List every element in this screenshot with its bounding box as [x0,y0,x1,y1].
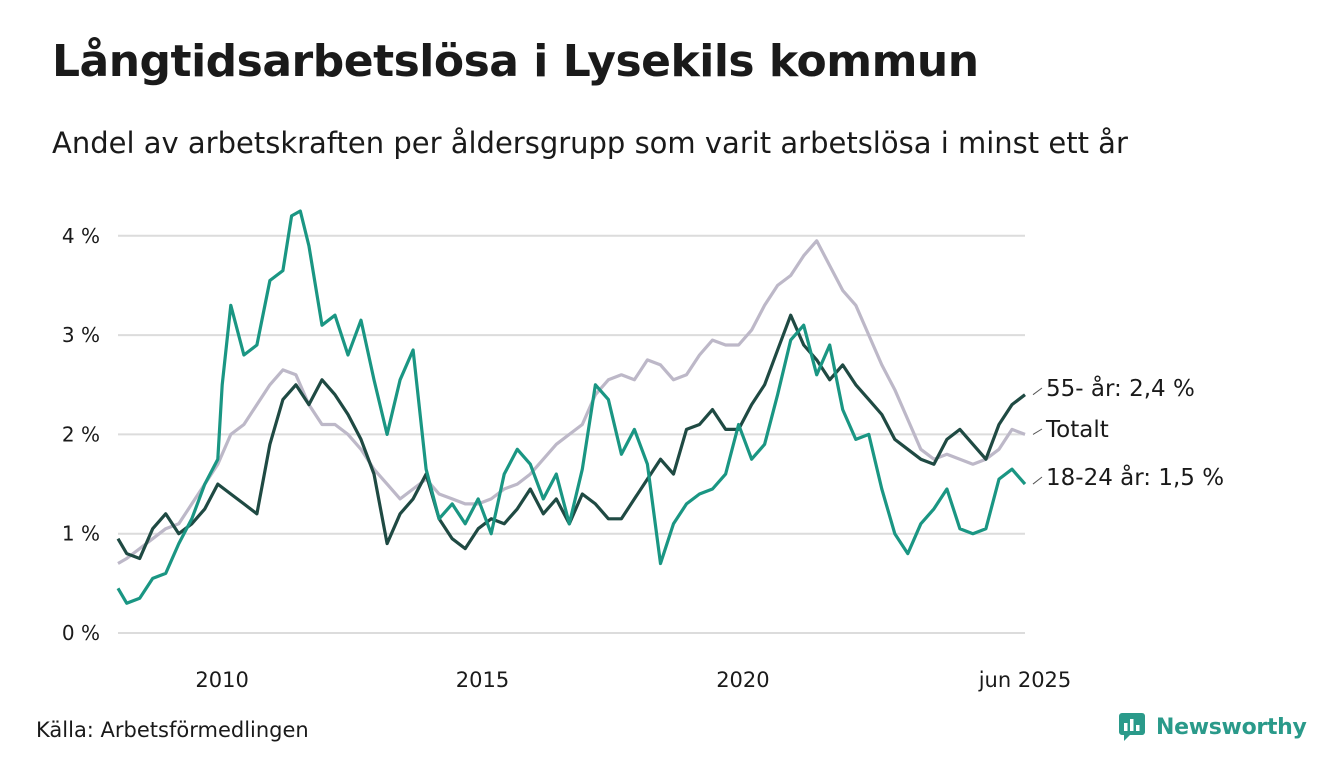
x-tick-label: jun 2025 [978,668,1072,692]
newsworthy-icon [1119,713,1145,741]
end-label-connector [1032,428,1043,435]
chart-title: Långtidsarbetslösa i Lysekils kommun [52,36,979,87]
series-lines [116,209,1027,605]
x-axis-ticks: 2010 2015 2020 jun 2025 [195,668,1071,692]
series-line-totalt [117,239,1026,565]
y-axis-ticks: 0 % 1 % 2 % 3 % 4 % [62,224,100,645]
end-label-age_18_24: 18-24 år: 1,5 % [1046,463,1224,491]
end-label-age_55: 55- år: 2,4 % [1046,374,1195,402]
x-tick-label: 2010 [195,668,248,692]
y-tick-label: 0 % [62,621,100,645]
x-tick-label: 2015 [456,668,509,692]
brand-logo[interactable]: Newsworthy [1118,712,1307,742]
y-tick-label: 2 % [62,422,100,446]
x-tick-label: 2020 [716,668,769,692]
y-tick-label: 4 % [62,224,100,248]
series-line-age_55 [116,313,1026,561]
y-tick-label: 1 % [62,522,100,546]
end-label-connector [1032,476,1043,485]
chart-subtitle: Andel av arbetskraften per åldersgrupp s… [52,126,1128,160]
end-labels: Totalt 55- år: 2,4 % 18-24 år: 1,5 % [1032,374,1224,491]
end-label-connector [1032,387,1043,396]
source-note: Källa: Arbetsförmedlingen [36,718,309,742]
end-label-totalt: Totalt [1045,417,1109,443]
brand-name: Newsworthy [1156,714,1307,740]
y-tick-label: 3 % [62,323,100,347]
series-line-age_18_24 [116,209,1027,605]
